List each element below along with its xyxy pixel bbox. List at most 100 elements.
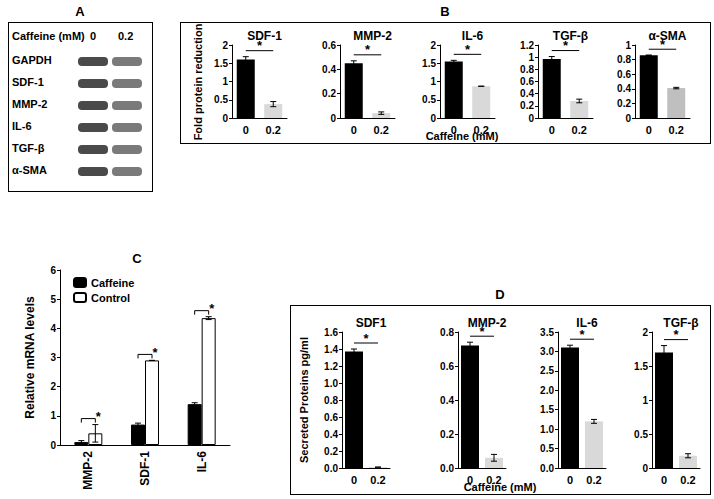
svg-text:Relative mRNA levels: Relative mRNA levels xyxy=(23,296,37,419)
svg-text:Fold protein reduction: Fold protein reduction xyxy=(192,23,204,140)
svg-text:0.2: 0.2 xyxy=(324,446,338,457)
svg-text:0.6: 0.6 xyxy=(617,69,631,80)
svg-text:*: * xyxy=(365,42,371,57)
svg-text:0: 0 xyxy=(222,113,228,124)
svg-text:IL-6: IL-6 xyxy=(462,29,484,43)
svg-text:4: 4 xyxy=(50,323,56,334)
svg-text:*: * xyxy=(96,409,102,424)
svg-text:0.8: 0.8 xyxy=(324,395,338,406)
svg-text:0.2: 0.2 xyxy=(374,124,389,136)
svg-text:3.5: 3.5 xyxy=(540,327,554,338)
svg-text:1: 1 xyxy=(50,410,56,421)
svg-text:0.0: 0.0 xyxy=(540,463,554,474)
svg-text:0: 0 xyxy=(642,463,648,474)
svg-text:2: 2 xyxy=(430,40,436,51)
svg-text:0: 0 xyxy=(549,124,555,136)
svg-text:2: 2 xyxy=(222,40,228,51)
svg-text:0.6: 0.6 xyxy=(520,76,534,87)
svg-text:Caffeine: Caffeine xyxy=(91,277,134,289)
svg-text:6: 6 xyxy=(50,265,56,276)
svg-text:0.2: 0.2 xyxy=(474,124,489,136)
svg-text:0.0: 0.0 xyxy=(440,463,454,474)
svg-text:0.4: 0.4 xyxy=(617,83,631,94)
svg-text:*: * xyxy=(209,301,215,316)
svg-text:1: 1 xyxy=(528,52,534,63)
svg-text:2: 2 xyxy=(50,381,56,392)
svg-text:0.0: 0.0 xyxy=(324,463,338,474)
svg-text:0.2: 0.2 xyxy=(669,124,684,136)
svg-text:0.2: 0.2 xyxy=(586,474,601,486)
svg-text:SDF-1: SDF-1 xyxy=(138,451,152,486)
svg-text:2.5: 2.5 xyxy=(540,365,554,376)
svg-text:Control: Control xyxy=(91,292,130,304)
svg-text:1.0: 1.0 xyxy=(324,378,338,389)
svg-text:0.2: 0.2 xyxy=(266,124,281,136)
svg-text:0: 0 xyxy=(330,113,336,124)
svg-text:TGF-β: TGF-β xyxy=(663,316,698,330)
svg-text:0.4: 0.4 xyxy=(324,429,338,440)
svg-text:0: 0 xyxy=(661,474,667,486)
svg-text:B: B xyxy=(440,4,449,19)
svg-text:0.5: 0.5 xyxy=(540,443,554,454)
svg-text:0.2: 0.2 xyxy=(617,98,631,109)
svg-text:1.5: 1.5 xyxy=(214,58,228,69)
svg-text:0.2: 0.2 xyxy=(486,474,501,486)
svg-text:*: * xyxy=(465,42,471,57)
svg-text:MMP-2: MMP-2 xyxy=(81,451,95,490)
svg-text:Secreted Proteins pg/ml: Secreted Proteins pg/ml xyxy=(298,337,310,463)
svg-text:0.8: 0.8 xyxy=(440,327,454,338)
svg-text:5: 5 xyxy=(50,294,56,305)
svg-text:A: A xyxy=(75,4,85,19)
svg-text:0: 0 xyxy=(50,440,56,451)
svg-text:1: 1 xyxy=(430,76,436,87)
svg-text:0: 0 xyxy=(646,124,652,136)
svg-text:1: 1 xyxy=(642,395,648,406)
svg-text:0.4: 0.4 xyxy=(520,88,534,99)
svg-text:SDF1: SDF1 xyxy=(356,316,387,330)
svg-text:0.2: 0.2 xyxy=(322,88,336,99)
svg-text:0.5: 0.5 xyxy=(214,94,228,105)
svg-text:0.2: 0.2 xyxy=(572,124,587,136)
svg-text:0.5: 0.5 xyxy=(634,429,648,440)
svg-text:1: 1 xyxy=(222,76,228,87)
svg-text:0.2: 0.2 xyxy=(370,474,385,486)
svg-text:0.6: 0.6 xyxy=(324,412,338,423)
svg-text:0.2: 0.2 xyxy=(520,100,534,111)
svg-text:0.2: 0.2 xyxy=(680,474,695,486)
svg-text:3.0: 3.0 xyxy=(540,346,554,357)
svg-text:D: D xyxy=(495,287,504,302)
svg-text:0.6: 0.6 xyxy=(322,40,336,51)
svg-text:0: 0 xyxy=(243,124,249,136)
svg-text:2.0: 2.0 xyxy=(540,385,554,396)
svg-text:1: 1 xyxy=(625,40,631,51)
svg-text:0: 0 xyxy=(467,474,473,486)
svg-text:1.2: 1.2 xyxy=(520,40,534,51)
svg-text:MMP-2: MMP-2 xyxy=(468,316,507,330)
svg-text:0: 0 xyxy=(351,474,357,486)
svg-text:1.0: 1.0 xyxy=(540,424,554,435)
svg-text:0: 0 xyxy=(625,113,631,124)
svg-text:0.2: 0.2 xyxy=(440,429,454,440)
svg-text:IL-6: IL-6 xyxy=(195,451,209,473)
svg-text:1.6: 1.6 xyxy=(324,327,338,338)
svg-text:1.5: 1.5 xyxy=(540,404,554,415)
svg-text:*: * xyxy=(363,331,369,346)
svg-text:2: 2 xyxy=(642,327,648,338)
svg-text:0.5: 0.5 xyxy=(422,94,436,105)
svg-text:C: C xyxy=(132,251,142,266)
svg-text:MMP-2: MMP-2 xyxy=(353,29,392,43)
svg-text:TGF-β: TGF-β xyxy=(553,29,588,43)
svg-text:0.8: 0.8 xyxy=(520,64,534,75)
svg-text:0: 0 xyxy=(451,124,457,136)
svg-text:0.4: 0.4 xyxy=(440,395,454,406)
svg-text:0.6: 0.6 xyxy=(440,361,454,372)
svg-text:0: 0 xyxy=(430,113,436,124)
svg-text:3: 3 xyxy=(50,352,56,363)
svg-text:0: 0 xyxy=(567,474,573,486)
svg-text:*: * xyxy=(152,345,158,360)
svg-text:SDF-1: SDF-1 xyxy=(247,29,282,43)
svg-text:1.5: 1.5 xyxy=(634,361,648,372)
svg-text:1.4: 1.4 xyxy=(324,344,338,355)
svg-text:0.4: 0.4 xyxy=(322,64,336,75)
svg-text:α-SMA: α-SMA xyxy=(648,29,686,43)
